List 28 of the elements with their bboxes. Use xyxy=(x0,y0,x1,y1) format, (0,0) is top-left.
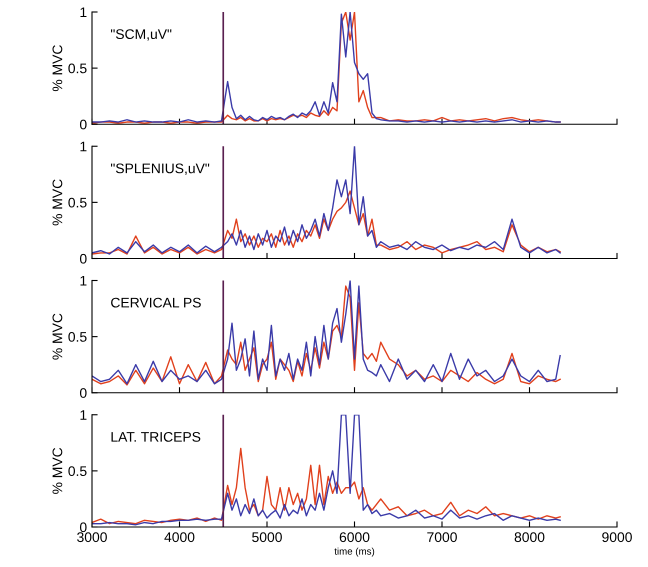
x-tick-label: 3000 xyxy=(77,532,107,542)
annotation: LAT. TRICEPS xyxy=(112,432,200,442)
y-tick-label: 1 xyxy=(80,142,86,152)
y-axis-title: % MVC xyxy=(52,179,62,226)
y-tick-label: 0 xyxy=(80,254,87,264)
y-axis-title: % MVC xyxy=(52,45,62,92)
y-tick-label: 0.5 xyxy=(68,198,87,208)
x-tick-label: 4000 xyxy=(164,532,194,542)
y-axis-title: % MVC xyxy=(52,448,62,494)
y-tick-label: 0.5 xyxy=(68,332,87,342)
y-tick-label: 1 xyxy=(80,276,86,286)
annotation: CERVICAL PS xyxy=(111,298,201,308)
x-tick-label: 8000 xyxy=(514,532,544,542)
x-tick-label: 7000 xyxy=(427,532,457,542)
y-tick-label: 0.5 xyxy=(68,466,87,476)
y-tick-label: 0 xyxy=(80,120,87,130)
y-tick-label: 0 xyxy=(80,388,87,398)
x-tick-label: 5000 xyxy=(252,532,282,542)
annotation: "SPLENIUS,uV" xyxy=(110,163,210,175)
y-tick-label: 1 xyxy=(80,410,86,420)
y-tick-label: 0.5 xyxy=(68,63,87,74)
x-tick-label: 9000 xyxy=(602,532,632,542)
y-tick-label: 1 xyxy=(80,7,86,18)
y-axis-title: % MVC xyxy=(52,314,62,360)
x-axis-title: time (ms) xyxy=(334,548,374,557)
annotation: "SCM,uV" xyxy=(110,29,172,41)
y-tick-label: 0 xyxy=(80,522,87,532)
x-tick-label: 6000 xyxy=(340,532,370,542)
